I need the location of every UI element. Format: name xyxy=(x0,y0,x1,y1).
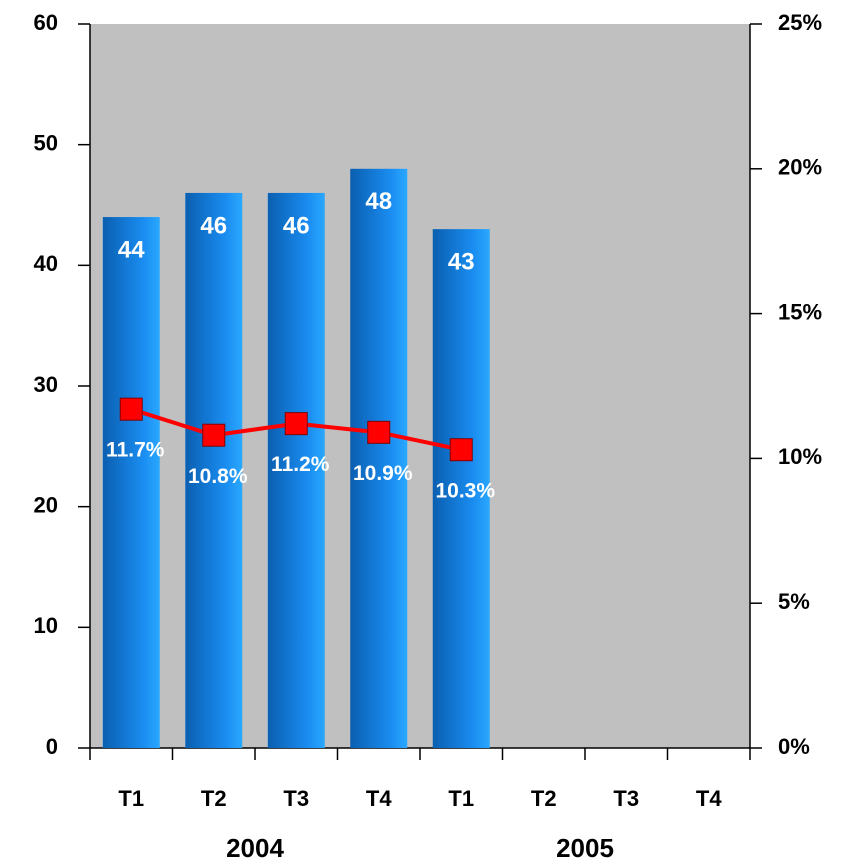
line-marker xyxy=(367,420,391,444)
group-label: 2005 xyxy=(556,833,614,863)
y-tick-label: 0 xyxy=(46,734,58,759)
x-tick-label: T3 xyxy=(613,786,639,811)
line-value-label: 11.7% xyxy=(106,439,165,462)
y2-tick-label: 20% xyxy=(778,155,822,180)
line-marker xyxy=(284,412,308,436)
bar-value-label: 48 xyxy=(365,188,392,215)
y-tick-label: 30 xyxy=(34,372,58,397)
x-tick-label: T4 xyxy=(366,786,392,811)
x-tick-label: T1 xyxy=(448,786,474,811)
y-tick-label: 20 xyxy=(34,492,58,517)
x-tick-label: T3 xyxy=(283,786,309,811)
x-tick-label: T4 xyxy=(696,786,722,811)
y-tick-label: 10 xyxy=(34,613,58,638)
line-value-label: 10.9% xyxy=(353,462,413,485)
y2-tick-label: 0% xyxy=(778,734,810,759)
bar-value-label: 46 xyxy=(200,212,227,239)
y-tick-label: 50 xyxy=(34,130,58,155)
line-marker xyxy=(449,438,473,462)
y-tick-label: 40 xyxy=(34,251,58,276)
bar xyxy=(185,192,243,748)
line-value-label: 10.8% xyxy=(188,465,248,488)
line-marker xyxy=(119,397,143,421)
group-label: 2004 xyxy=(226,833,284,863)
x-tick-label: T1 xyxy=(118,786,144,811)
y2-tick-label: 15% xyxy=(778,299,822,324)
y-tick-label: 60 xyxy=(34,10,58,35)
bar-value-label: 44 xyxy=(118,236,145,263)
y2-tick-label: 10% xyxy=(778,444,822,469)
bar xyxy=(350,168,408,749)
line-marker xyxy=(202,423,226,447)
bar xyxy=(102,217,160,749)
line-value-label: 11.2% xyxy=(271,453,330,476)
bar xyxy=(267,192,325,748)
y2-tick-label: 5% xyxy=(778,589,810,614)
x-tick-label: T2 xyxy=(201,786,227,811)
line-value-label: 10.3% xyxy=(435,479,495,502)
bar xyxy=(432,229,490,749)
bar-value-label: 46 xyxy=(283,212,310,239)
x-tick-label: T2 xyxy=(531,786,557,811)
y2-tick-label: 25% xyxy=(778,10,822,35)
bar-value-label: 43 xyxy=(448,248,475,275)
